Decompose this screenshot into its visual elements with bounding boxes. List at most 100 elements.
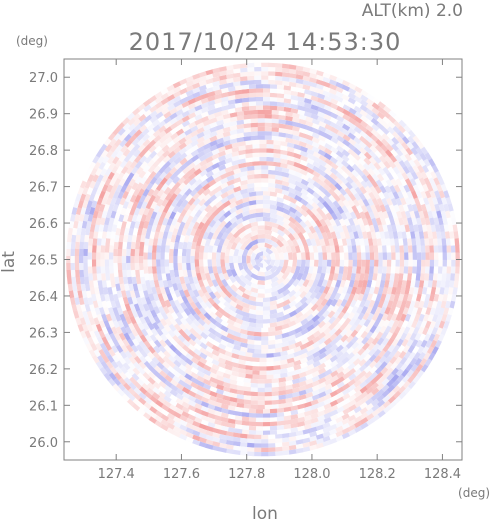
radar-cell: [267, 447, 276, 452]
radar-cell: [321, 206, 330, 216]
radar-cell: [227, 99, 236, 105]
radar-cell: [382, 259, 388, 267]
radar-cell: [352, 198, 361, 208]
radar-cell: [161, 237, 167, 246]
radar-cell: [161, 311, 169, 321]
radar-cell: [137, 188, 145, 197]
radar-cell: [448, 224, 454, 233]
radar-cell: [276, 219, 285, 227]
radar-cell: [363, 353, 372, 362]
radar-cell: [341, 388, 351, 396]
radar-cell: [104, 245, 110, 253]
radar-cell: [254, 182, 262, 188]
radar-cell: [369, 224, 376, 233]
radar-cell: [266, 366, 274, 371]
radar-cell: [320, 298, 329, 307]
radar-cell: [187, 390, 197, 398]
radar-cell: [142, 345, 151, 355]
radar-cell: [366, 217, 374, 227]
radar-cell: [207, 327, 217, 335]
radar-cell: [137, 143, 146, 153]
radar-cell: [172, 430, 181, 438]
radar-cell: [205, 69, 214, 76]
radar-cell: [153, 140, 162, 149]
radar-cell: [167, 150, 176, 159]
radar-cell: [298, 394, 307, 401]
radar-cell: [92, 355, 100, 364]
radar-cell: [219, 225, 228, 234]
radar-cell: [83, 297, 89, 306]
radar-cell: [86, 310, 93, 319]
radar-cell: [156, 266, 162, 274]
radar-cell: [282, 63, 290, 69]
radar-cell: [279, 363, 288, 370]
radar-cell: [273, 140, 281, 146]
radar-cell: [305, 313, 315, 322]
radar-cell: [281, 336, 290, 343]
radar-cell: [322, 252, 328, 260]
radar-cell: [218, 159, 227, 167]
radar-cell: [278, 399, 286, 405]
radar-cell: [340, 298, 348, 308]
radar-cell: [109, 237, 115, 246]
radar-cell: [232, 449, 241, 455]
radar-cell: [241, 214, 251, 222]
radar-cell: [109, 332, 117, 341]
radar-cell: [288, 444, 297, 451]
radar-cell: [157, 114, 166, 123]
radar-cell: [310, 95, 319, 102]
radar-cell: [205, 175, 215, 183]
radar-cell: [311, 146, 321, 154]
radar-cell: [147, 164, 156, 174]
radar-cell: [160, 97, 170, 105]
radar-cell: [214, 321, 223, 329]
radar-cell: [95, 167, 103, 177]
radar-cell: [250, 404, 258, 410]
radar-cell: [418, 158, 426, 168]
radar-cell: [394, 238, 400, 247]
radar-cell: [276, 88, 285, 94]
radar-cell: [181, 115, 191, 123]
radar-cell: [318, 169, 327, 177]
radar-cell: [196, 131, 205, 139]
radar-cell: [151, 391, 161, 400]
radar-cell: [263, 250, 270, 257]
radar-cell: [139, 315, 147, 325]
radar-cell: [212, 80, 221, 87]
radar-cell: [155, 399, 164, 408]
radar-cell: [370, 179, 379, 189]
radar-cell: [95, 217, 102, 226]
radar-cell: [160, 177, 168, 186]
radar-cell: [272, 356, 281, 362]
radar-cell: [84, 206, 91, 215]
radar-cell: [395, 252, 400, 260]
radar-cell: [233, 172, 242, 179]
radar-cell: [305, 308, 314, 317]
radar-cell: [220, 319, 229, 328]
radar-cell: [413, 197, 421, 206]
radar-cell: [114, 366, 123, 375]
radar-cell: [101, 279, 108, 288]
radar-cell: [215, 251, 221, 260]
radar-cell: [181, 401, 190, 409]
radar-cell: [317, 149, 327, 157]
radar-cell: [273, 148, 282, 154]
radar-cell: [312, 351, 321, 359]
radar-cell: [323, 189, 332, 198]
radar-cell: [360, 89, 369, 98]
radar-cell: [337, 238, 344, 247]
radar-cell: [101, 326, 109, 335]
radar-cell: [317, 106, 326, 114]
radar-cell: [329, 360, 339, 368]
radar-cell: [139, 194, 147, 203]
radar-cell: [119, 196, 127, 206]
radar-cell: [178, 137, 187, 145]
radar-cell: [153, 315, 161, 325]
radar-cell: [376, 337, 385, 346]
radar-cell: [347, 311, 356, 321]
radar-cell: [269, 322, 278, 328]
radar-cell: [306, 329, 315, 337]
radar-cell: [234, 85, 243, 91]
radar-cell: [382, 252, 388, 260]
radar-cell: [132, 188, 140, 197]
